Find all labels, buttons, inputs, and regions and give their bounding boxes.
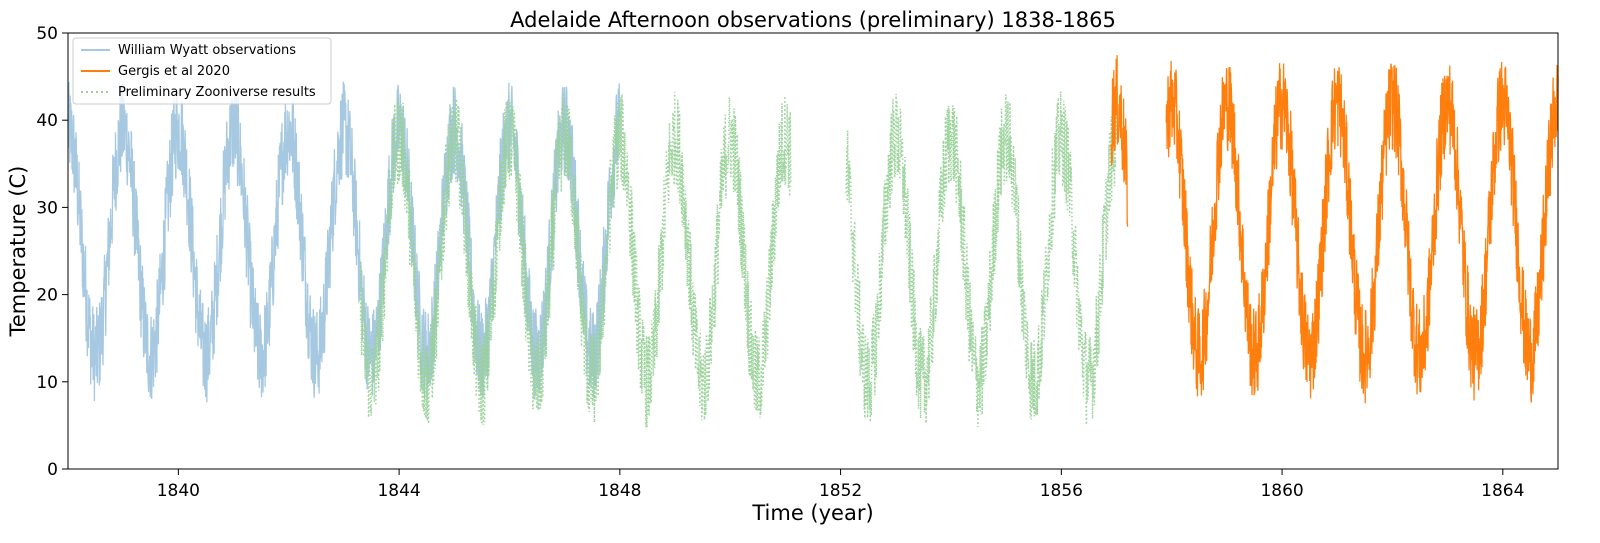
legend-box (72, 37, 332, 105)
y-axis-ticks: 0 10 20 30 40 50 (36, 24, 68, 480)
x-tick-label: 1856 (1040, 481, 1083, 501)
x-tick-label: 1852 (819, 481, 862, 501)
series-layer (67, 55, 1559, 428)
plot-frame (67, 32, 1559, 470)
x-axis-ticks: 1840 1844 1848 1852 1856 1860 1864 (157, 469, 1524, 501)
legend-label-gergis: Gergis et al 2020 (118, 64, 230, 79)
y-tick-label: 0 (47, 460, 58, 480)
legend-label-wyatt: William Wyatt observations (118, 43, 296, 58)
series-line-2 (359, 90, 792, 428)
x-tick-label: 1840 (157, 481, 200, 501)
x-tick-label: 1864 (1481, 481, 1524, 501)
chart-title: Adelaide Afternoon observations (prelimi… (510, 8, 1116, 32)
y-tick-label: 40 (36, 111, 58, 131)
y-tick-label: 30 (36, 198, 58, 218)
legend: William Wyatt observations Gergis et al … (72, 37, 332, 105)
y-tick-label: 50 (36, 24, 58, 44)
series-line-1 (1165, 60, 1559, 404)
y-axis-label: Temperature (C) (6, 166, 30, 338)
series-line-2 (845, 91, 1118, 428)
x-tick-label: 1860 (1260, 481, 1303, 501)
legend-label-zooniverse: Preliminary Zooniverse results (118, 85, 316, 100)
x-tick-label: 1844 (377, 481, 420, 501)
y-tick-label: 10 (36, 373, 58, 393)
x-axis-label: Time (year) (751, 501, 873, 525)
x-tick-label: 1848 (598, 481, 641, 501)
series-line-1 (1110, 55, 1129, 227)
y-tick-label: 20 (36, 286, 58, 306)
